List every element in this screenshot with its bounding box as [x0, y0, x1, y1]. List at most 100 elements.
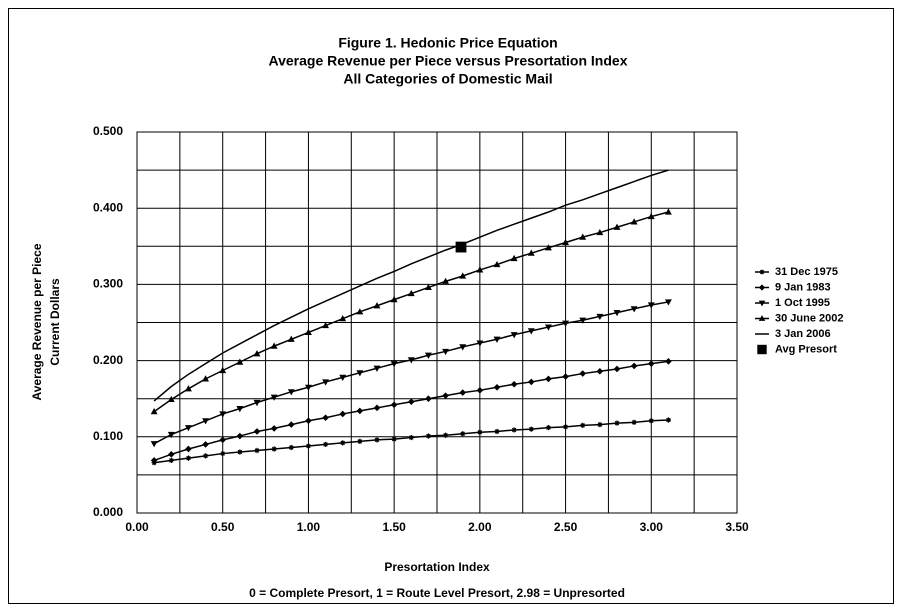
- marker: [664, 299, 672, 306]
- marker: [168, 457, 174, 464]
- marker: [167, 431, 175, 439]
- marker: [253, 399, 261, 407]
- marker: [202, 441, 209, 448]
- marker: [339, 410, 347, 418]
- marker: [390, 361, 398, 368]
- chart-title: Average Revenue per Piece versus Presort…: [269, 53, 628, 69]
- marker: [304, 384, 312, 391]
- marker: [150, 457, 158, 464]
- marker: [510, 380, 518, 388]
- marker: [356, 308, 364, 315]
- marker: [511, 427, 517, 433]
- marker: [476, 340, 484, 347]
- marker: [665, 417, 672, 423]
- marker: [407, 398, 415, 406]
- marker: [442, 277, 450, 284]
- marker: [373, 365, 381, 372]
- marker: [270, 342, 278, 349]
- marker: [373, 404, 381, 412]
- marker: [287, 389, 295, 396]
- marker: [390, 401, 398, 409]
- y-tick-label: 0.200: [93, 353, 123, 367]
- legend-label: 30 June 2002: [775, 312, 844, 324]
- marker: [664, 208, 672, 215]
- marker: [562, 424, 569, 430]
- marker: [494, 428, 500, 435]
- marker: [476, 387, 484, 394]
- marker: [648, 418, 654, 424]
- marker: [424, 283, 432, 291]
- marker: [184, 425, 192, 432]
- marker: [339, 315, 347, 322]
- marker: [356, 370, 364, 377]
- marker: [647, 302, 655, 309]
- marker: [614, 420, 620, 426]
- marker: [459, 389, 467, 396]
- marker: [613, 223, 621, 230]
- marker: [322, 321, 330, 329]
- marker: [579, 233, 587, 240]
- marker: [236, 406, 244, 413]
- series-line: [153, 169, 669, 402]
- series-line: [154, 419, 669, 464]
- marker: [459, 344, 467, 351]
- plot-border: [136, 131, 738, 514]
- marker: [510, 332, 518, 339]
- marker: [545, 425, 552, 431]
- y-axis-label: Average Revenue per Piece: [30, 243, 44, 400]
- y-axis-label: Current Dollars: [48, 278, 62, 366]
- marker: [220, 450, 226, 457]
- marker: [460, 431, 466, 437]
- marker: [339, 374, 347, 381]
- y-tick-label: 0.400: [93, 200, 123, 214]
- marker: [373, 302, 381, 309]
- legend-label: 31 Dec 1975: [775, 266, 838, 278]
- marker: [322, 414, 329, 422]
- marker: [528, 426, 534, 432]
- marker: [253, 350, 261, 357]
- marker: [424, 352, 432, 359]
- marker: [167, 395, 175, 403]
- x-tick-label: 1.50: [382, 520, 406, 534]
- marker: [407, 289, 415, 297]
- x-tick-label: 2.00: [468, 520, 492, 534]
- marker: [630, 218, 638, 225]
- marker: [442, 348, 450, 356]
- marker: [757, 344, 767, 355]
- marker: [758, 284, 766, 291]
- marker: [631, 419, 637, 425]
- marker: [630, 306, 638, 313]
- marker: [270, 425, 278, 432]
- x-axis-label: Presortation Index: [384, 560, 490, 574]
- marker: [459, 272, 467, 279]
- marker: [185, 445, 192, 453]
- marker: [237, 449, 243, 455]
- marker: [305, 443, 312, 449]
- marker: [562, 320, 570, 327]
- marker: [408, 434, 414, 441]
- marker: [579, 317, 587, 324]
- marker: [236, 432, 244, 440]
- legend-label: Avg Presort: [775, 343, 837, 355]
- marker: [758, 315, 766, 321]
- marker: [493, 383, 501, 391]
- marker: [287, 421, 295, 428]
- marker: [477, 429, 483, 435]
- x-tick-label: 3.00: [640, 520, 664, 534]
- marker: [510, 254, 518, 262]
- marker: [544, 244, 552, 251]
- marker: [579, 370, 587, 377]
- marker: [527, 328, 535, 335]
- legend-label: 1 Oct 1995: [775, 297, 830, 309]
- marker: [407, 357, 415, 364]
- marker: [425, 433, 432, 439]
- y-tick-label: 0.300: [93, 277, 123, 291]
- marker: [253, 428, 261, 435]
- legend-label: 9 Jan 1983: [775, 281, 831, 293]
- marker: [759, 269, 765, 275]
- marker: [527, 378, 535, 386]
- marker: [356, 407, 364, 415]
- marker: [202, 375, 210, 382]
- chart-title: Figure 1. Hedonic Price Equation: [338, 35, 557, 51]
